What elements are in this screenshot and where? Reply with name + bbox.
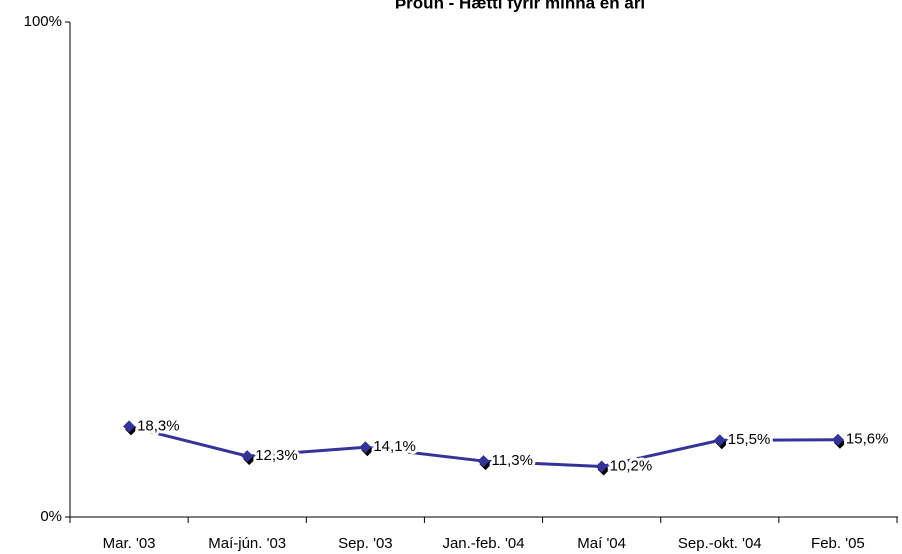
y-tick-label: 0%	[40, 508, 62, 525]
x-tick-label: Maí '04	[577, 535, 626, 552]
chart-title: Þróun - Hætti fyrir minna en ári	[395, 0, 645, 12]
x-tick-label: Maí-jún. '03	[208, 535, 286, 552]
data-label: 14,1%	[373, 438, 416, 455]
data-label: 18,3%	[137, 417, 180, 434]
marker	[123, 420, 136, 433]
data-label: 11,3%	[492, 452, 533, 469]
x-tick-label: Jan.-feb. '04	[442, 535, 524, 552]
marker	[241, 450, 254, 463]
data-label: 15,6%	[846, 431, 889, 448]
data-label: 10,2%	[610, 457, 653, 474]
y-tick-label: 100%	[24, 13, 62, 30]
x-tick-label: Mar. '03	[103, 535, 156, 552]
marker	[595, 460, 608, 473]
data-label: 15,5%	[728, 431, 771, 448]
x-tick-label: Feb. '05	[811, 535, 865, 552]
marker	[713, 434, 726, 447]
marker	[477, 455, 490, 468]
x-tick-label: Sep.-okt. '04	[678, 535, 762, 552]
marker	[359, 441, 372, 454]
marker	[831, 433, 844, 446]
data-label: 12,3%	[255, 447, 298, 464]
x-tick-label: Sep. '03	[338, 535, 393, 552]
